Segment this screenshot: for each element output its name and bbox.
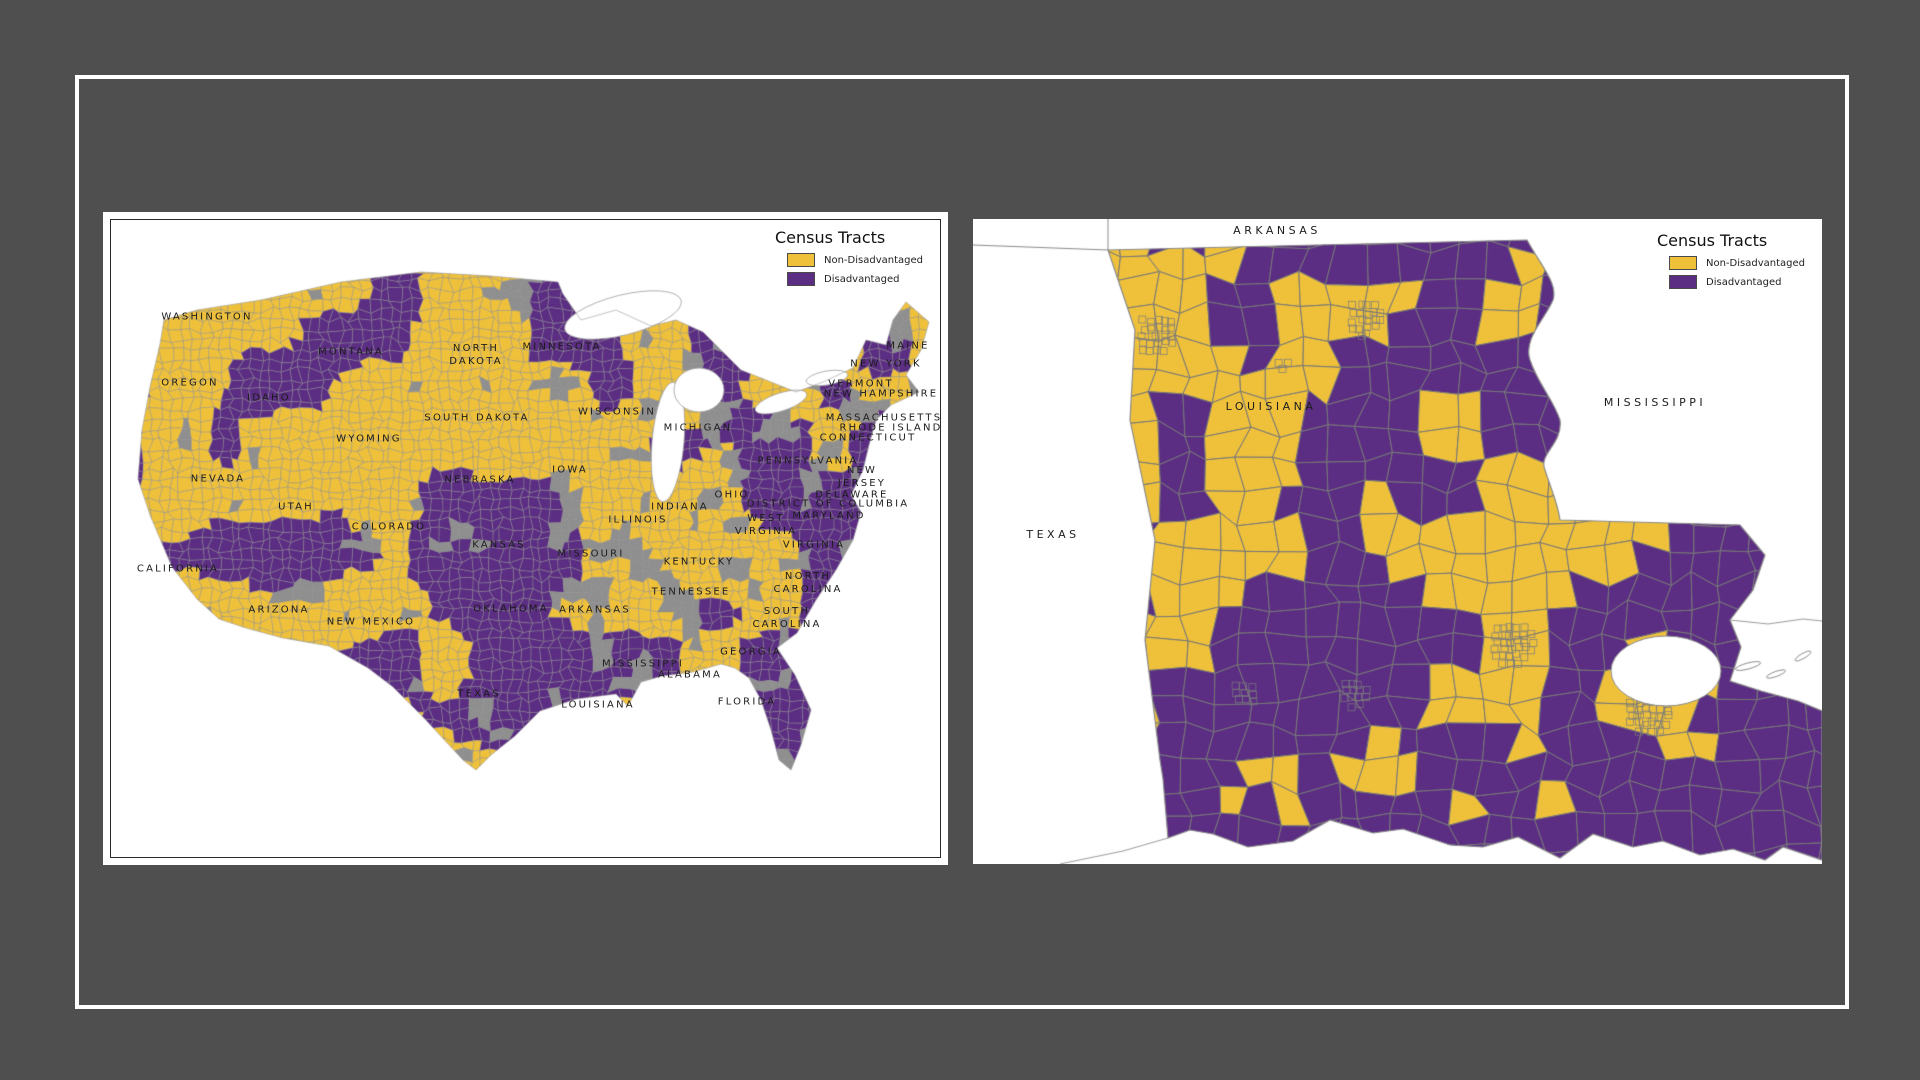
us-legend-title: Census Tracts bbox=[775, 228, 886, 247]
us-map-canvas bbox=[111, 220, 940, 857]
louisiana-legend-title: Census Tracts bbox=[1657, 231, 1768, 250]
us-map-neatline bbox=[110, 219, 941, 858]
disadvantaged-label: Disadvantaged bbox=[824, 273, 900, 285]
non-disadvantaged-swatch bbox=[1669, 256, 1697, 270]
legend-row-disadvantaged: Disadvantaged bbox=[1669, 275, 1805, 289]
disadvantaged-swatch bbox=[1669, 275, 1697, 289]
us-map-panel: WASHINGTON OREGON CALIFORNIA NEVADA IDAHO MON… bbox=[103, 212, 948, 865]
louisiana-map-canvas bbox=[973, 219, 1822, 864]
non-disadvantaged-label: Non-Disadvantaged bbox=[1706, 257, 1805, 269]
louisiana-map-panel: ARKANSAS TEXAS MISSISSIPPI LOUISIANA Census… bbox=[973, 219, 1822, 864]
decorative-frame bbox=[75, 75, 1849, 1009]
non-disadvantaged-label: Non-Disadvantaged bbox=[824, 254, 923, 266]
legend-row-non-disadvantaged: Non-Disadvantaged bbox=[787, 253, 923, 267]
disadvantaged-label: Disadvantaged bbox=[1706, 276, 1782, 288]
us-legend: Census Tracts Non-Disadvantaged Disadvan… bbox=[771, 226, 927, 293]
legend-row-non-disadvantaged: Non-Disadvantaged bbox=[1669, 256, 1805, 270]
non-disadvantaged-swatch bbox=[787, 253, 815, 267]
disadvantaged-swatch bbox=[787, 272, 815, 286]
legend-row-disadvantaged: Disadvantaged bbox=[787, 272, 923, 286]
louisiana-legend: Census Tracts Non-Disadvantaged Disadvan… bbox=[1653, 229, 1809, 296]
